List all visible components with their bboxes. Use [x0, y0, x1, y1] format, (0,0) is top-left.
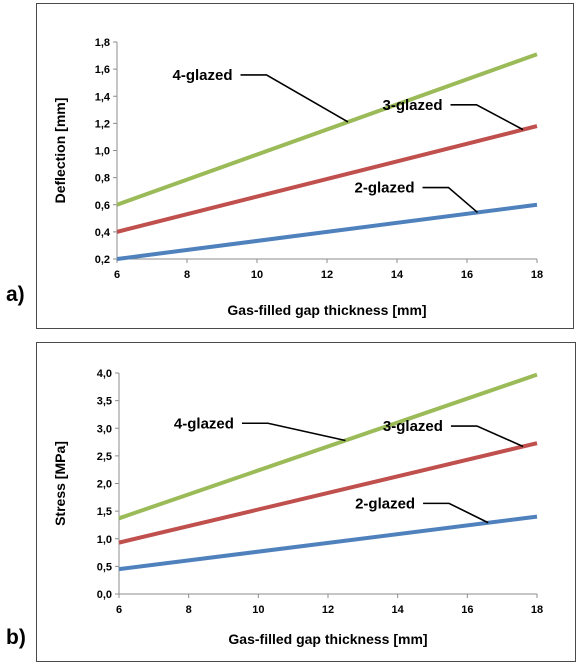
y-tick-label: 1,0	[97, 534, 112, 546]
panel-label-a: a)	[6, 283, 25, 306]
y-tick-label: 0,5	[97, 561, 112, 573]
annotation-leader-line	[241, 422, 346, 442]
x-tick-label: 8	[184, 269, 190, 281]
y-tick-label: 1,8	[95, 37, 110, 49]
x-tick-label: 16	[461, 604, 473, 616]
series-line-2-glazed	[116, 202, 538, 261]
y-tick-label: 1,2	[95, 118, 110, 130]
y-axis-label: Deflection [mm]	[52, 98, 68, 204]
y-tick-label: 0,2	[95, 254, 110, 266]
y-tick-label: 1,6	[95, 64, 110, 76]
annotation-leader-line	[423, 502, 489, 524]
annotation-label: 3-glazed	[383, 418, 443, 435]
chart-panel-stress: 0,0 0,5 1,0 1,5 2,0 2,5 3,0 3,5 4,0 6 8 10 12 14 16 18 G…	[36, 342, 576, 662]
series-line-3-glazed	[118, 441, 538, 545]
x-tick-label: 10	[251, 269, 263, 281]
annotation-leader-line	[450, 104, 524, 131]
x-tick-label: 10	[252, 604, 264, 616]
y-axis-label: Stress [MPa]	[52, 441, 68, 526]
x-axis-label: Gas-filled gap thickness [mm]	[228, 631, 427, 647]
y-tick-label: 1,0	[95, 146, 110, 158]
x-tick-label: 6	[116, 604, 122, 616]
x-tick-label: 12	[322, 604, 334, 616]
deflection-chart: 0,2 0,4 0,6 0,8 1,0 1,2 1,4 1,6 1,8 6 8 10 12 14 16 18 G…	[52, 37, 543, 318]
y-tick-label: 0,0	[97, 589, 112, 601]
x-tick-label: 8	[186, 604, 192, 616]
series-line-2-glazed	[118, 514, 538, 572]
x-axis-label: Gas-filled gap thickness [mm]	[227, 302, 426, 318]
annotation-label: 4-glazed	[174, 415, 234, 432]
x-tick-label: 14	[391, 269, 404, 281]
series-line-4-glazed	[116, 52, 538, 207]
x-tick-label: 6	[114, 269, 120, 281]
y-tick-label: 0,6	[95, 200, 110, 212]
annotation-label: 2-glazed	[354, 180, 414, 197]
annotation-label: 3-glazed	[382, 97, 442, 114]
x-tick-label: 18	[531, 269, 543, 281]
y-tick-label: 1,5	[97, 506, 112, 518]
y-tick-label: 3,5	[97, 396, 112, 408]
annotation-label: 4-glazed	[172, 67, 232, 84]
y-tick-label: 0,4	[95, 227, 111, 239]
y-tick-label: 0,8	[95, 173, 110, 185]
x-tick-label: 14	[392, 604, 405, 616]
x-tick-label: 18	[531, 604, 543, 616]
y-tick-label: 3,0	[97, 423, 112, 435]
y-tick-label: 2,5	[97, 451, 112, 463]
annotation-leader-line	[422, 186, 479, 214]
y-tick-label: 2,0	[97, 479, 112, 491]
annotation-label: 2-glazed	[355, 495, 415, 512]
x-tick-label: 16	[461, 269, 473, 281]
panel-label-b: b)	[6, 626, 26, 649]
annotation-leader-line	[240, 74, 349, 123]
series-line-3-glazed	[116, 124, 538, 234]
stress-chart: 0,0 0,5 1,0 1,5 2,0 2,5 3,0 3,5 4,0 6 8 10 12 14 16 18 G…	[52, 368, 543, 647]
series-line-4-glazed	[118, 372, 538, 521]
chart-panel-deflection: 0,2 0,4 0,6 0,8 1,0 1,2 1,4 1,6 1,8 6 8 10 12 14 16 18 G…	[36, 3, 574, 329]
annotation-leader-line	[450, 425, 524, 448]
y-tick-label: 4,0	[97, 368, 112, 380]
y-tick-label: 1,4	[95, 91, 111, 103]
x-tick-label: 12	[321, 269, 333, 281]
